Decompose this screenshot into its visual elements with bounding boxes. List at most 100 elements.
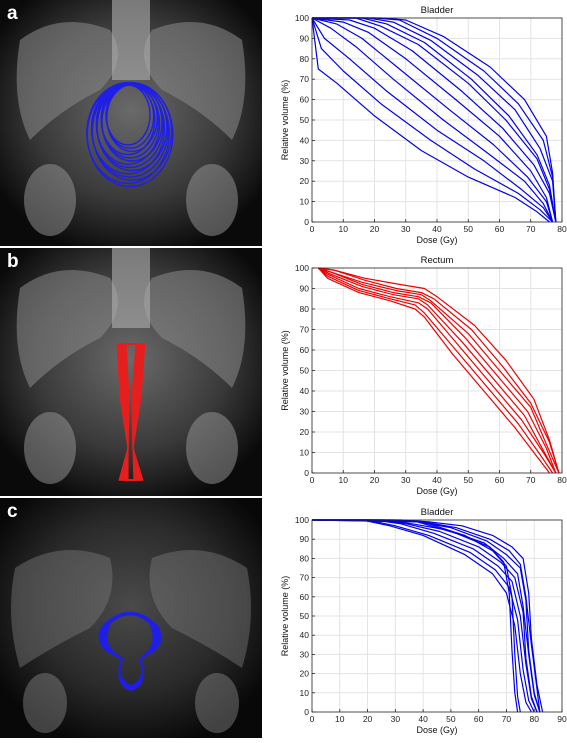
dvh-curve: [312, 519, 535, 713]
y-tick-label: 80: [300, 553, 310, 563]
dvh-curve: [311, 519, 521, 713]
x-tick-label: 0: [310, 714, 315, 724]
dvh-chart-bladder-a: 0 10 20 30 40 50 60 70 80 0 10 20 30 40 50 60 70 80 90 100 B…: [280, 5, 567, 245]
y-tick-label: 60: [300, 345, 310, 355]
y-tick-label: 50: [300, 611, 310, 621]
x-tick-label: 10: [335, 714, 345, 724]
y-tick-label: 40: [300, 630, 310, 640]
y-tick-label: 50: [300, 366, 310, 376]
ct-scan-bladder-contours-c: [0, 498, 262, 738]
dvh-chart-rectum: 0 10 20 30 40 50 60 70 80 0 10 20 30 40 50 60 70 80 90 100 R…: [280, 255, 567, 496]
y-tick-label: 80: [300, 304, 310, 314]
y-axis-label: Relative volume (%): [280, 576, 290, 657]
dvh-curve: [311, 17, 554, 223]
x-tick-label: 50: [464, 224, 474, 234]
panel-b: b 0 10 20 30 40 50 60 70 80 0 10 20 30 40 50 60 70 80 90 10…: [0, 248, 567, 496]
y-tick-label: 0: [304, 468, 309, 478]
y-tick-label: 70: [300, 74, 310, 84]
ct-scan-bladder-contours: [0, 0, 262, 246]
y-tick-label: 20: [300, 176, 310, 186]
y-tick-label: 10: [300, 197, 310, 207]
dvh-curve: [311, 17, 554, 223]
x-tick-label: 30: [401, 224, 411, 234]
dvh-curve: [318, 267, 557, 474]
x-tick-label: 80: [557, 475, 567, 485]
x-tick-label: 10: [339, 475, 349, 485]
dvh-curve: [311, 519, 519, 713]
x-tick-label: 20: [363, 714, 373, 724]
y-tick-label: 10: [300, 688, 310, 698]
dvh-plot-c: 0 10 20 30 40 50 60 70 80 90 0 10 20 30 40 50 60 70 80 90 10…: [262, 498, 567, 738]
x-tick-label: 20: [370, 475, 380, 485]
y-axis-label: Relative volume (%): [280, 330, 290, 411]
y-tick-label: 60: [300, 95, 310, 105]
dvh-curve: [312, 17, 557, 223]
dvh-curve: [311, 17, 554, 223]
dvh-curve: [311, 17, 554, 223]
chart-title: Bladder: [421, 5, 454, 16]
bladder-contour: [98, 611, 162, 691]
y-tick-label: 20: [300, 669, 310, 679]
y-tick-label: 30: [300, 156, 310, 166]
x-tick-label: 80: [529, 714, 539, 724]
chart-title: Rectum: [421, 255, 454, 266]
y-tick-label: 70: [300, 573, 310, 583]
y-tick-label: 90: [300, 33, 310, 43]
bladder-contour: [86, 81, 174, 188]
y-tick-label: 30: [300, 407, 310, 417]
dvh-chart-bladder-c: 0 10 20 30 40 50 60 70 80 90 0 10 20 30 40 50 60 70 80 90 10…: [280, 507, 567, 735]
panel-a: a 0 10 20 30 40 50 60 70 80 0 10 20 30 40 50 60 70 80 90 10…: [0, 0, 567, 246]
dvh-curve: [312, 519, 532, 713]
x-tick-label: 60: [474, 714, 484, 724]
y-tick-label: 40: [300, 135, 310, 145]
dvh-curve: [312, 519, 538, 713]
y-tick-label: 20: [300, 427, 310, 437]
y-tick-label: 90: [300, 284, 310, 294]
dvh-curve: [317, 267, 557, 474]
panel-label-a: a: [7, 3, 18, 24]
x-tick-label: 0: [310, 475, 315, 485]
x-tick-label: 60: [495, 224, 505, 234]
x-axis-label: Dose (Gy): [416, 725, 457, 735]
y-tick-label: 60: [300, 592, 310, 602]
dvh-curve: [317, 267, 554, 474]
x-tick-label: 0: [310, 224, 315, 234]
panel-c: c 0 10 20 30 40 50 60 70 80 90 0 10 20 30 40 50 60 70 80 90…: [0, 498, 567, 738]
panel-label-b: b: [7, 251, 19, 272]
x-tick-label: 30: [391, 714, 401, 724]
dvh-curve: [318, 267, 560, 474]
y-tick-label: 80: [300, 54, 310, 64]
dvh-curve: [311, 17, 550, 223]
dvh-curve: [312, 17, 557, 223]
y-tick-label: 70: [300, 325, 310, 335]
y-tick-label: 40: [300, 386, 310, 396]
ct-image-c: c: [0, 498, 262, 738]
dvh-plot-b: 0 10 20 30 40 50 60 70 80 0 10 20 30 40 50 60 70 80 90 100 R…: [262, 248, 567, 496]
dvh-plot-a: 0 10 20 30 40 50 60 70 80 0 10 20 30 40 50 60 70 80 90 100 B…: [262, 0, 567, 246]
y-tick-label: 0: [304, 217, 309, 227]
y-tick-label: 10: [300, 448, 310, 458]
ct-image-a: a: [0, 0, 262, 246]
x-tick-label: 50: [464, 475, 474, 485]
dvh-curve: [318, 267, 560, 474]
x-tick-label: 70: [526, 475, 536, 485]
dvh-curve: [318, 267, 557, 474]
rectum-contour: [125, 343, 137, 481]
panel-label-c: c: [7, 501, 18, 522]
x-axis-label: Dose (Gy): [416, 486, 457, 496]
x-tick-label: 40: [418, 714, 428, 724]
dvh-curve: [312, 17, 557, 223]
y-tick-label: 100: [295, 515, 309, 525]
y-tick-label: 100: [295, 13, 309, 23]
x-tick-label: 40: [432, 224, 442, 234]
x-tick-label: 70: [502, 714, 512, 724]
x-tick-label: 10: [339, 224, 349, 234]
chart-title: Bladder: [421, 507, 454, 518]
y-tick-label: 0: [304, 707, 309, 717]
x-tick-label: 90: [557, 714, 567, 724]
x-tick-label: 80: [557, 224, 567, 234]
dvh-curve: [312, 519, 538, 713]
y-tick-label: 100: [295, 263, 309, 273]
dvh-curve: [317, 267, 550, 474]
x-tick-label: 40: [432, 475, 442, 485]
